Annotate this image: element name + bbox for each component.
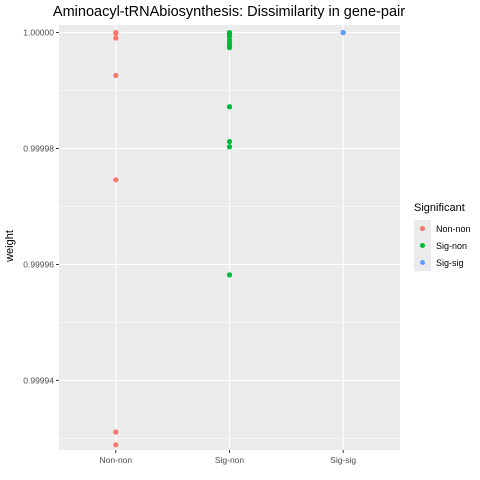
legend-dot-icon xyxy=(420,243,425,248)
legend-key xyxy=(414,237,431,254)
y-tick-label: 0.99998 xyxy=(23,143,54,153)
data-point xyxy=(226,138,233,145)
data-point xyxy=(113,72,119,79)
y-tick-label: 0.99994 xyxy=(23,375,54,385)
legend-dot-icon xyxy=(420,226,425,231)
data-point xyxy=(226,45,233,51)
legend: Significant Non-non Sig-non Sig-sig xyxy=(414,202,476,271)
y-tick-label: 1.00000 xyxy=(23,28,54,38)
data-point xyxy=(226,104,233,110)
data-point xyxy=(113,177,119,183)
data-point xyxy=(113,30,119,37)
x-tick-label: Sig-non xyxy=(215,455,245,465)
legend-label: Sig-sig xyxy=(436,257,464,268)
legend-key xyxy=(414,220,431,237)
data-point xyxy=(340,29,346,36)
chart-title: Aminoacyl-tRNAbiosynthesis: Dissimilarit… xyxy=(53,4,405,20)
legend-dot-icon xyxy=(420,260,425,265)
legend-item-sig-non: Sig-non xyxy=(414,237,476,254)
data-point xyxy=(113,429,119,435)
legend-title: Significant xyxy=(414,202,465,214)
data-point xyxy=(226,144,233,150)
legend-label: Non-non xyxy=(436,223,471,234)
legend-item-sig-sig: Sig-sig xyxy=(414,254,476,271)
legend-label: Sig-non xyxy=(436,240,468,251)
data-point xyxy=(113,442,119,448)
legend-key xyxy=(414,254,431,271)
data-point xyxy=(113,35,119,41)
y-axis-label: weight xyxy=(4,230,16,263)
x-tick-label: Non-non xyxy=(100,455,133,465)
legend-item-non-non: Non-non xyxy=(414,220,476,237)
y-tick-label: 0.99996 xyxy=(23,259,54,269)
x-tick-label: Sig-sig xyxy=(330,455,356,465)
data-point xyxy=(226,272,233,278)
